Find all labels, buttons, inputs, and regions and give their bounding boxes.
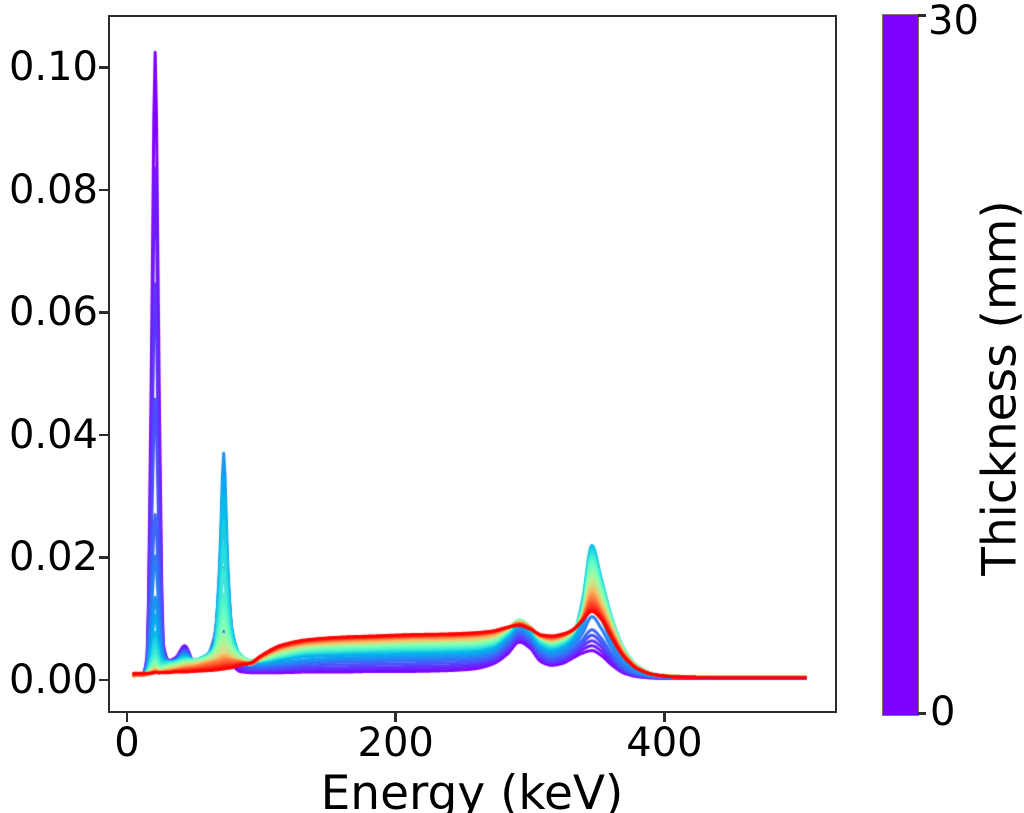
y-tick-mark bbox=[99, 433, 108, 437]
y-tick-label: 0.06 bbox=[8, 289, 98, 336]
y-tick-mark bbox=[99, 678, 108, 682]
x-tick-mark bbox=[125, 713, 129, 722]
y-tick-label: 0.08 bbox=[8, 166, 98, 213]
x-tick-label: 200 bbox=[357, 720, 434, 766]
y-tick-label: 0.00 bbox=[8, 656, 98, 703]
y-tick-label: 0.04 bbox=[8, 411, 98, 458]
x-axis-label: Energy (keV) bbox=[320, 766, 624, 813]
colorbar-gradient bbox=[882, 14, 919, 716]
plot-area bbox=[108, 15, 837, 713]
x-tick-mark bbox=[394, 713, 397, 722]
y-tick-mark bbox=[99, 66, 108, 69]
y-tick-label: 0.10 bbox=[8, 44, 98, 91]
y-tick-mark bbox=[99, 311, 108, 314]
colorbar-min-label: 0 bbox=[930, 689, 956, 735]
colorbar-tick-bottom bbox=[918, 712, 926, 715]
y-tick-label: 0.02 bbox=[8, 534, 98, 581]
colorbar-axis-label: Thickness (mm) bbox=[972, 200, 1024, 576]
y-tick-mark bbox=[99, 556, 108, 559]
colorbar-tick-top bbox=[918, 14, 926, 17]
x-tick-label: 400 bbox=[626, 720, 703, 766]
x-tick-mark bbox=[663, 713, 666, 722]
y-tick-mark bbox=[99, 188, 108, 192]
colorbar-max-label: 30 bbox=[928, 0, 979, 44]
x-tick-label: 0 bbox=[114, 720, 140, 766]
